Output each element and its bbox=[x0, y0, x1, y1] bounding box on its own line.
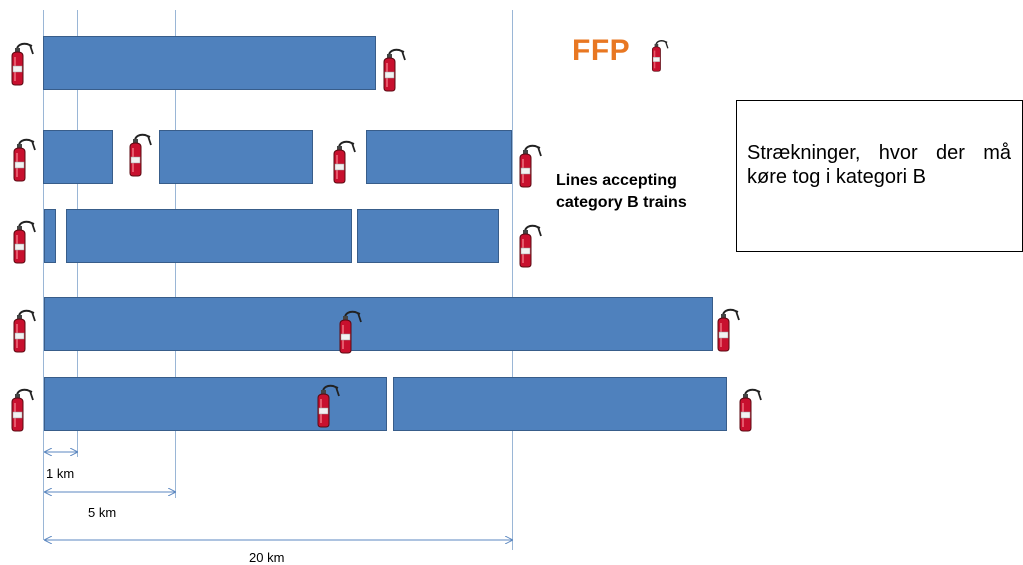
scale-label-20km: 20 km bbox=[249, 550, 285, 565]
fire-extinguisher-icon bbox=[8, 386, 34, 432]
fire-extinguisher-icon bbox=[10, 136, 36, 182]
track-section bbox=[366, 130, 512, 184]
lines-label-line-1: Lines accepting bbox=[556, 172, 677, 189]
fire-extinguisher-icon bbox=[648, 38, 670, 72]
fire-extinguisher-icon bbox=[516, 142, 542, 188]
fire-extinguisher-icon bbox=[126, 131, 152, 177]
guide-line-0km bbox=[43, 10, 44, 540]
fire-extinguisher-icon bbox=[736, 386, 762, 432]
track-section bbox=[43, 130, 113, 184]
scale-label-5km: 5 km bbox=[88, 505, 117, 520]
note-text: Strækninger, hvor der må køre tog i kate… bbox=[747, 142, 1011, 188]
lines-accepting-label: Lines accepting category B trains bbox=[556, 170, 687, 214]
track-section bbox=[43, 36, 376, 90]
track-section bbox=[66, 209, 352, 263]
fire-extinguisher-icon bbox=[314, 382, 340, 428]
fire-extinguisher-icon bbox=[330, 138, 356, 184]
fire-extinguisher-icon bbox=[714, 306, 740, 352]
track-section bbox=[357, 209, 499, 263]
scale-label-1km: 1 km bbox=[46, 466, 75, 481]
fire-extinguisher-icon bbox=[380, 46, 406, 92]
track-section bbox=[44, 209, 56, 263]
fire-extinguisher-icon bbox=[10, 218, 36, 264]
fire-extinguisher-icon bbox=[336, 308, 362, 354]
fire-extinguisher-icon bbox=[10, 307, 36, 353]
track-section bbox=[44, 297, 713, 351]
track-section bbox=[393, 377, 727, 431]
guide-line-20km bbox=[512, 10, 513, 550]
title-text: FFP bbox=[572, 34, 631, 67]
fire-extinguisher-icon bbox=[8, 40, 34, 86]
note-box: Strækninger, hvor der må køre tog i kate… bbox=[736, 100, 1023, 252]
track-section bbox=[159, 130, 313, 184]
lines-label-line-2: category B trains bbox=[556, 194, 687, 211]
fire-extinguisher-icon bbox=[516, 222, 542, 268]
title: FFP bbox=[572, 34, 630, 68]
